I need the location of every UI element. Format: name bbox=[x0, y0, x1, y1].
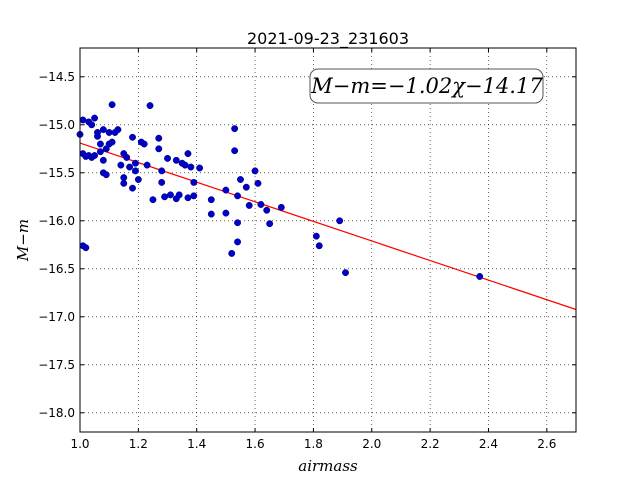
data-point bbox=[187, 163, 195, 171]
y-tick-label: −17.5 bbox=[38, 358, 75, 372]
data-point bbox=[184, 150, 192, 158]
fit-equation-annotation: M−m=−1.02χ−14.17 bbox=[310, 74, 543, 98]
data-point bbox=[108, 138, 116, 146]
data-point bbox=[140, 140, 148, 148]
data-point bbox=[231, 147, 239, 155]
data-point bbox=[155, 145, 163, 153]
data-point bbox=[245, 201, 253, 209]
data-point bbox=[190, 192, 198, 200]
data-point bbox=[234, 219, 242, 227]
data-point bbox=[228, 249, 236, 257]
data-point bbox=[108, 101, 116, 109]
data-point bbox=[315, 242, 323, 250]
x-tick-label: 1.0 bbox=[70, 437, 89, 451]
data-point bbox=[99, 156, 107, 164]
points-layer bbox=[76, 101, 484, 280]
data-point bbox=[117, 161, 125, 169]
data-point bbox=[91, 152, 99, 159]
annotation-box bbox=[309, 68, 544, 104]
y-tick-label: −15.0 bbox=[38, 118, 75, 132]
x-tick-label: 1.2 bbox=[129, 437, 148, 451]
data-point bbox=[175, 191, 183, 199]
data-point bbox=[131, 167, 139, 175]
x-tick-label: 1.8 bbox=[304, 437, 323, 451]
y-axis-label: M−m bbox=[14, 219, 32, 262]
data-point bbox=[126, 163, 134, 171]
data-point bbox=[120, 174, 128, 182]
data-point bbox=[123, 153, 131, 161]
data-point bbox=[143, 161, 151, 169]
data-point bbox=[342, 269, 349, 277]
data-point bbox=[158, 178, 166, 186]
data-point bbox=[266, 220, 274, 228]
data-point bbox=[222, 209, 230, 217]
y-tick-label: −18.0 bbox=[38, 406, 75, 420]
x-tick-label: 2.4 bbox=[479, 437, 498, 451]
x-tick-label: 2.2 bbox=[421, 437, 440, 451]
data-point bbox=[114, 126, 122, 134]
data-point bbox=[263, 206, 271, 214]
data-point bbox=[94, 132, 101, 140]
data-point bbox=[134, 176, 142, 183]
data-point bbox=[336, 217, 344, 225]
x-tick-label: 2.6 bbox=[537, 437, 556, 451]
x-tick-label: 1.6 bbox=[246, 437, 265, 451]
data-point bbox=[102, 171, 110, 179]
data-point bbox=[234, 192, 242, 200]
data-point bbox=[257, 201, 265, 208]
data-point bbox=[99, 126, 107, 134]
data-point bbox=[222, 186, 230, 194]
data-point bbox=[120, 179, 128, 187]
data-point bbox=[91, 114, 99, 122]
data-point bbox=[254, 179, 262, 187]
y-tick-label: −16.5 bbox=[38, 262, 75, 276]
data-point bbox=[237, 176, 244, 183]
x-tick-label: 2.0 bbox=[362, 437, 381, 451]
data-point bbox=[96, 140, 104, 148]
data-point bbox=[79, 242, 87, 250]
data-point bbox=[181, 161, 189, 169]
plot-frame bbox=[79, 47, 577, 433]
x-tick-label: 1.4 bbox=[187, 437, 206, 451]
data-point bbox=[234, 238, 242, 246]
data-point bbox=[131, 159, 139, 167]
data-point bbox=[476, 273, 484, 280]
data-point bbox=[196, 164, 204, 172]
data-point bbox=[231, 125, 239, 133]
data-point bbox=[149, 196, 157, 204]
data-point bbox=[277, 203, 285, 211]
data-point bbox=[129, 133, 136, 141]
y-tick-label: −14.5 bbox=[38, 70, 75, 84]
data-point bbox=[207, 196, 215, 204]
data-point bbox=[158, 167, 166, 175]
data-point bbox=[166, 191, 174, 199]
chart-title: 2021-09-23_231603 bbox=[247, 29, 409, 49]
y-tick-label: −16.0 bbox=[38, 214, 75, 228]
data-point bbox=[105, 129, 113, 136]
data-point bbox=[88, 121, 96, 129]
data-point bbox=[184, 194, 192, 202]
data-point bbox=[164, 154, 171, 162]
y-tick-label: −17.0 bbox=[38, 310, 75, 324]
data-point bbox=[242, 183, 250, 191]
data-point bbox=[207, 210, 215, 218]
y-tick-label: −15.5 bbox=[38, 166, 75, 180]
data-point bbox=[79, 116, 87, 124]
data-point bbox=[146, 102, 154, 110]
data-point bbox=[190, 178, 198, 186]
data-point bbox=[251, 167, 259, 175]
data-point bbox=[161, 193, 169, 201]
data-point bbox=[129, 184, 136, 192]
ticks: 1.0 1.2 1.4 1.6 1.8 2.0 2.2 2.4 2.6 −14.5 −15.0 −15… bbox=[38, 48, 576, 451]
data-point bbox=[96, 148, 104, 156]
data-point bbox=[155, 134, 163, 142]
data-point bbox=[172, 156, 180, 164]
x-axis-label: airmass bbox=[298, 457, 358, 475]
data-point bbox=[312, 232, 320, 240]
